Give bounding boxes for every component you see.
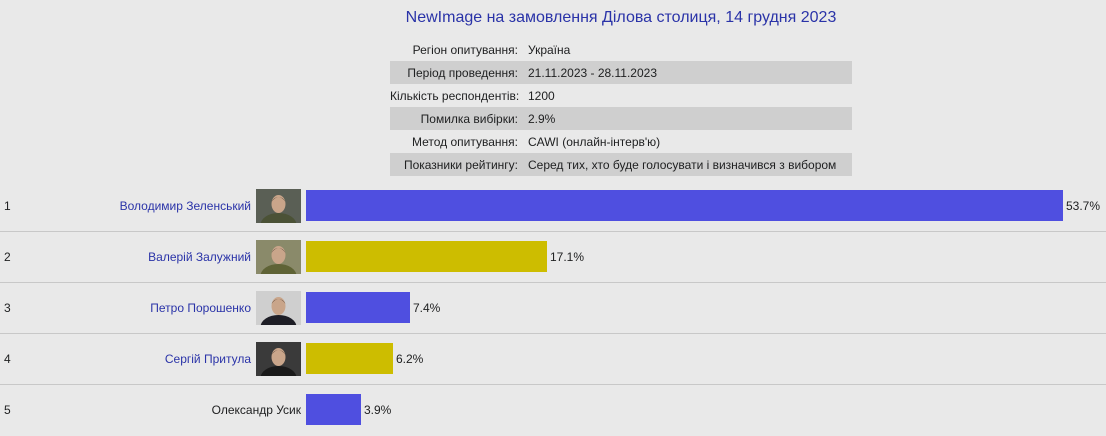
chart-row: 3 Петро Порошенко 7.4% xyxy=(0,283,1106,334)
info-key: Кількість респондентів: xyxy=(390,88,520,103)
value-label: 3.9% xyxy=(364,403,392,417)
data-bar xyxy=(306,394,361,425)
rank-label: 2 xyxy=(4,250,11,264)
info-value: 1200 xyxy=(528,88,555,103)
rank-label: 5 xyxy=(4,403,11,417)
info-value: 21.11.2023 - 28.11.2023 xyxy=(528,65,657,80)
info-key: Період проведення: xyxy=(407,65,518,80)
candidate-name[interactable]: Валерій Залужний xyxy=(148,250,251,264)
info-row: Період проведення: 21.11.2023 - 28.11.20… xyxy=(390,61,852,84)
poll-info-table: Регіон опитування: Україна Період провед… xyxy=(390,38,852,176)
candidate-photo[interactable] xyxy=(256,189,301,223)
info-row: Метод опитування: CAWI (онлайн-інтерв'ю) xyxy=(390,130,852,153)
candidate-photo[interactable] xyxy=(256,291,301,325)
info-row: Показники рейтингу: Серед тих, хто буде … xyxy=(390,153,852,176)
info-value: Серед тих, хто буде голосувати і визначи… xyxy=(528,157,837,172)
info-key: Метод опитування: xyxy=(411,134,518,149)
chart-row: 5 Олександр Усик 3.9% xyxy=(0,385,1106,436)
candidate-name[interactable]: Петро Порошенко xyxy=(150,301,251,315)
info-key: Показники рейтингу: xyxy=(403,157,518,172)
rank-label: 4 xyxy=(4,352,11,366)
chart-title: NewImage на замовлення Ділова столиця, 1… xyxy=(405,9,837,26)
rating-bar-chart: 1 Володимир Зеленський 53.7% 2 Валерій Залуж… xyxy=(0,181,1106,436)
candidate-name: Олександр Усик xyxy=(211,403,301,417)
candidate-photo[interactable] xyxy=(256,342,301,376)
value-label: 53.7% xyxy=(1066,199,1101,213)
rank-label: 3 xyxy=(4,301,11,315)
data-bar xyxy=(306,190,1063,221)
candidate-name[interactable]: Сергій Притула xyxy=(164,352,251,366)
info-key: Помилка вибірки: xyxy=(420,111,518,126)
data-bar xyxy=(306,241,547,272)
info-value: Україна xyxy=(528,42,571,57)
value-label: 6.2% xyxy=(396,352,424,366)
value-label: 7.4% xyxy=(413,301,441,315)
info-row: Помилка вибірки: 2.9% xyxy=(390,107,852,130)
chart-row: 4 Сергій Притула 6.2% xyxy=(0,334,1106,385)
info-value: 2.9% xyxy=(528,111,556,126)
candidate-photo[interactable] xyxy=(256,240,301,274)
data-bar xyxy=(306,343,393,374)
chart-row: 2 Валерій Залужний 17.1% xyxy=(0,232,1106,283)
info-row: Кількість респондентів: 1200 xyxy=(390,84,852,107)
chart-row: 1 Володимир Зеленський 53.7% xyxy=(0,181,1106,232)
info-key: Регіон опитування: xyxy=(412,42,518,57)
info-value: CAWI (онлайн-інтерв'ю) xyxy=(528,134,661,149)
rank-label: 1 xyxy=(4,199,11,213)
value-label: 17.1% xyxy=(550,250,585,264)
data-bar xyxy=(306,292,410,323)
candidate-name[interactable]: Володимир Зеленський xyxy=(119,199,251,213)
info-row: Регіон опитування: Україна xyxy=(390,38,852,61)
